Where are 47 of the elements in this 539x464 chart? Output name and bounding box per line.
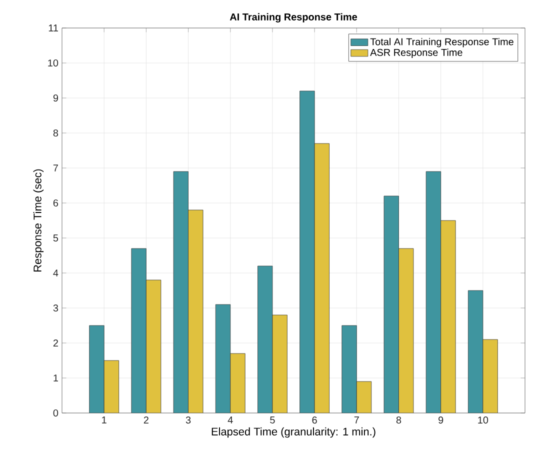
bar [426,171,442,413]
y-tick-label: 8 [53,129,58,137]
y-tick-label: 9 [53,94,58,102]
y-tick-label: 1 [54,374,58,382]
legend-label: ASR Response Time [370,48,462,58]
x-tick-label: 6 [312,416,317,424]
x-tick-label: 1 [102,416,106,424]
bar [468,290,484,413]
y-tick-label: 10 [48,59,58,67]
x-tick-label: 5 [270,416,275,424]
bar [314,143,330,413]
y-tick-label: 2 [53,340,58,346]
y-tick-label: 11 [48,24,58,32]
y-tick-label: 7 [53,164,58,172]
bar [104,360,120,413]
bar [188,210,204,413]
y-axis-title: Response Time (sec) [33,169,44,272]
y-tick-label: 0 [53,409,58,417]
bar [258,266,273,413]
x-tick-label: 3 [186,416,191,424]
bar [173,171,188,413]
bar [398,248,414,413]
x-tick-label: 4 [228,416,233,424]
bar [356,381,372,413]
bar [215,304,231,413]
bar [89,325,104,413]
legend-label: Total AI Training Response Time [370,38,514,48]
y-tick-label: 3 [53,304,58,312]
y-tick-label: 5 [53,234,58,242]
bar [384,196,399,413]
x-tick-label: 9 [438,416,444,424]
x-axis-title: Elapsed Time (granularity: 1 min.) [212,427,376,438]
x-tick-label: 7 [354,416,359,424]
y-tick-label: 6 [53,199,58,207]
bar [230,353,246,413]
bar [342,325,357,413]
bar [272,314,288,413]
bar [146,280,161,413]
bar [300,90,315,413]
bar [440,220,456,413]
y-tick-label: 4 [53,270,58,276]
bar [131,248,146,413]
x-tick-label: 8 [396,416,402,424]
x-tick-label: 10 [478,416,488,424]
bar [482,339,498,413]
x-tick-label: 2 [144,416,148,424]
chart-title: AI Training Response Time [230,13,358,22]
